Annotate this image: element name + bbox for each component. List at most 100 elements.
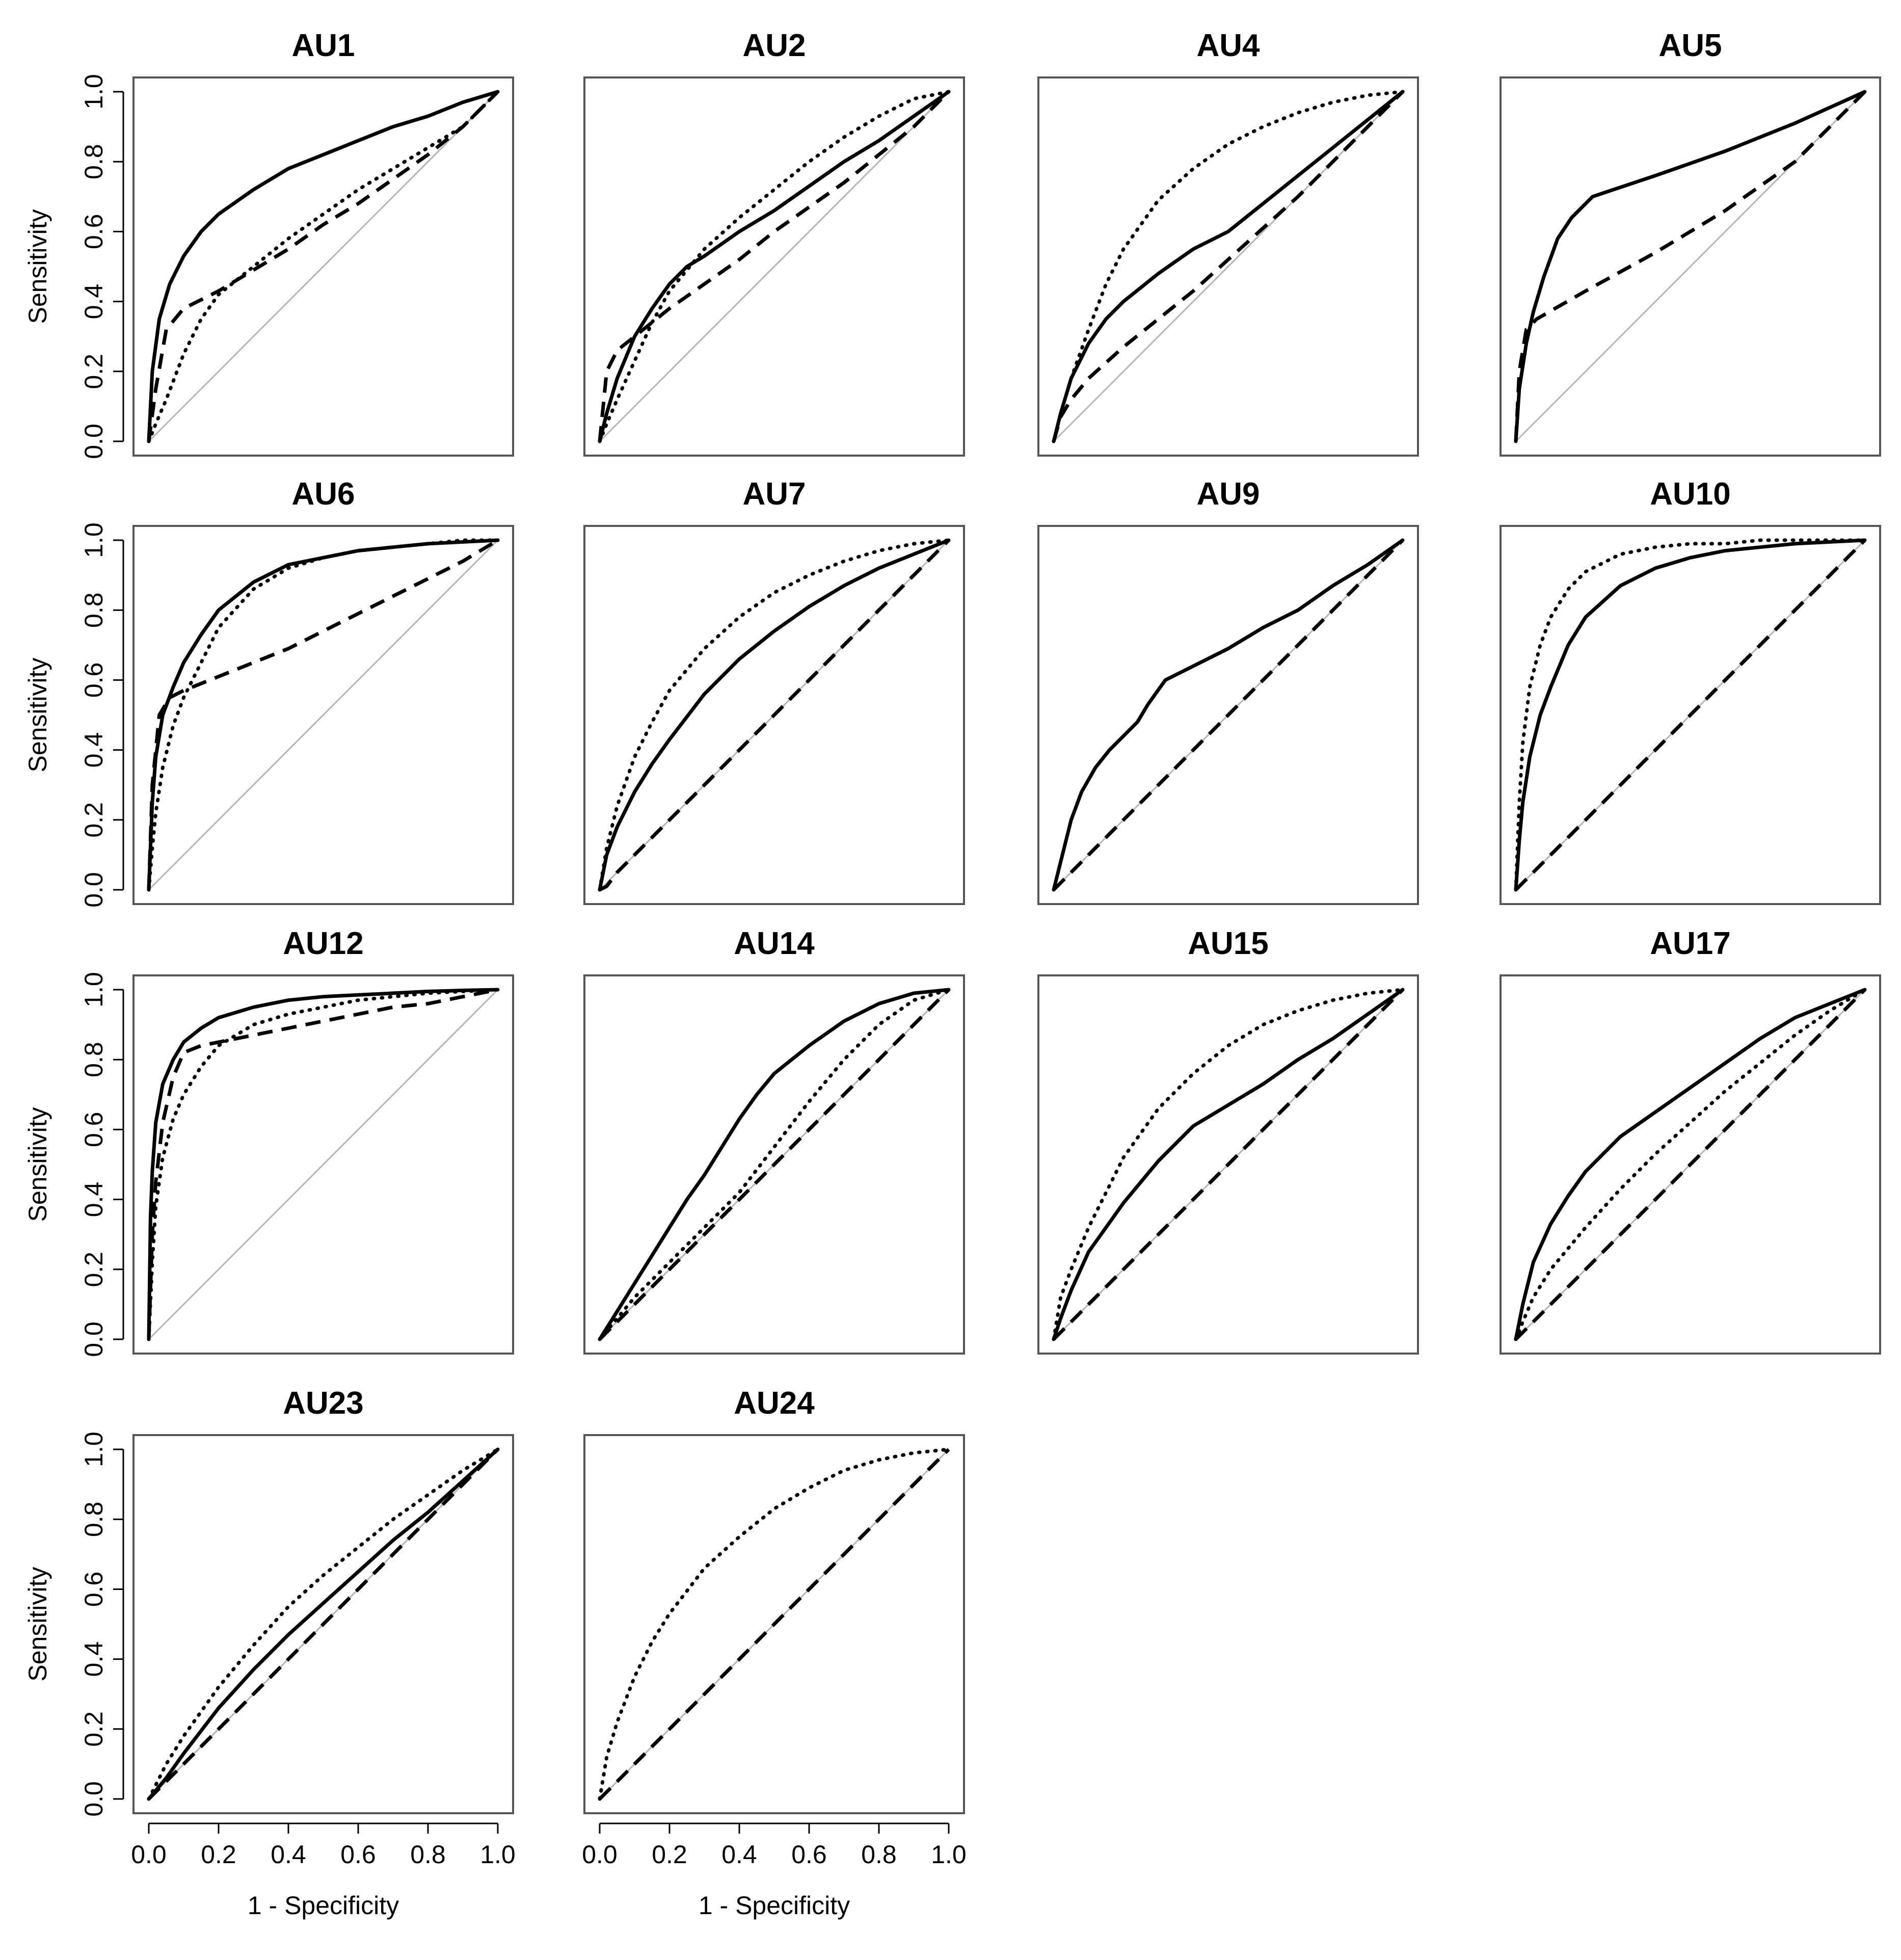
- y-tick-label: 0.4: [79, 1641, 108, 1677]
- plot-frame: [1037, 974, 1419, 1355]
- plot-frame: [583, 1434, 965, 1814]
- plot-frame: [1037, 76, 1419, 457]
- roc-curve-solid: [1514, 90, 1867, 443]
- y-tick-label: 0.0: [79, 872, 108, 908]
- x-axis-label: 1 - Specificity: [699, 1891, 850, 1920]
- roc-curve-solid: [598, 988, 951, 1341]
- roc-curve-dotted: [147, 1447, 500, 1801]
- roc-curve-dotted: [598, 988, 951, 1341]
- x-tick-label: 0.0: [131, 1840, 167, 1869]
- panel-title: AU24: [734, 1386, 815, 1421]
- roc-curve-solid: [147, 988, 500, 1341]
- y-tick-label: 0.4: [79, 732, 108, 768]
- panel-title: AU6: [291, 476, 355, 512]
- x-tick-label: 1.0: [480, 1840, 516, 1869]
- panel-au15: AU15: [1037, 926, 1419, 1355]
- roc-curve-dotted: [598, 538, 951, 892]
- roc-curve-solid: [598, 90, 951, 443]
- panel-au24: AU24 0.0 0.2 0.4 0.6 0.8 1.0 1 - Specificity: [582, 1386, 967, 1920]
- x-tick-label: 0.4: [271, 1840, 306, 1869]
- panel-au7: AU7: [583, 476, 965, 905]
- plot-frame: [132, 525, 514, 905]
- x-tick-label: 0.0: [582, 1840, 618, 1869]
- x-tick-label: 1.0: [931, 1840, 967, 1869]
- roc-curve-dashed: [147, 1448, 499, 1800]
- panel-au12: AU12 0.0 0.2 0.4 0.6 0.8 1.0 Sensitivity: [23, 926, 514, 1357]
- roc-curve-dotted: [1052, 988, 1405, 1341]
- panel-au17: AU17: [1500, 926, 1881, 1355]
- roc-curve-solid: [598, 538, 951, 892]
- panel-title: AU23: [283, 1386, 364, 1421]
- roc-curve-dotted: [147, 538, 500, 892]
- roc-curve-dotted: [1514, 538, 1867, 892]
- roc-curve-solid: [147, 1447, 500, 1801]
- panel-title: AU12: [283, 926, 364, 961]
- roc-curve-dotted: [1052, 90, 1405, 443]
- y-axis-label: Sensitivity: [23, 657, 52, 772]
- reference-diagonal: [599, 91, 950, 442]
- y-tick-label: 0.6: [79, 1572, 108, 1607]
- y-tick-label: 0.6: [79, 214, 108, 250]
- roc-curve-dotted: [1514, 988, 1867, 1341]
- x-tick-label: 0.2: [652, 1840, 687, 1869]
- panel-au14: AU14: [583, 926, 965, 1355]
- x-tick-label: 0.6: [340, 1840, 376, 1869]
- roc-curve-dashed: [1052, 988, 1404, 1341]
- y-axis-label: Sensitivity: [23, 1567, 52, 1681]
- y-tick-label: 0.0: [79, 1781, 108, 1817]
- y-tick-label: 1.0: [79, 522, 108, 558]
- x-tick-label: 0.8: [410, 1840, 446, 1869]
- y-tick-label: 0.0: [79, 1321, 108, 1357]
- panel-au2: AU2: [583, 28, 965, 457]
- roc-curve-solid: [1514, 988, 1867, 1341]
- roc-curve-dotted: [147, 90, 500, 443]
- panel-au6: AU6 0.0 0.2 0.4 0.6 0.8 1.0 Sensitivity: [23, 476, 514, 908]
- panel-au1: AU1 0.0 0.2 0.4 0.6 0.8 1.0 Sensitivity: [23, 28, 514, 459]
- panel-title: AU17: [1650, 926, 1731, 961]
- roc-curve-dashed: [1052, 90, 1404, 442]
- plot-frame: [1500, 525, 1881, 905]
- panel-title: AU1: [291, 28, 355, 63]
- y-axis-label: Sensitivity: [23, 209, 52, 324]
- panel-title: AU9: [1196, 476, 1260, 512]
- y-tick-label: 0.8: [79, 144, 108, 179]
- plot-frame: [583, 76, 965, 457]
- y-tick-label: 0.0: [79, 423, 108, 459]
- x-axis-label: 1 - Specificity: [248, 1891, 399, 1920]
- x-tick-label: 0.4: [721, 1840, 757, 1869]
- panel-au9: AU9: [1037, 476, 1419, 905]
- y-tick-label: 0.6: [79, 1112, 108, 1148]
- x-tick-label: 0.8: [861, 1840, 897, 1869]
- x-tick-label: 0.2: [201, 1840, 236, 1869]
- roc-curve-solid: [1052, 988, 1405, 1341]
- y-tick-label: 0.8: [79, 592, 108, 628]
- roc-curve-dashed: [1514, 539, 1866, 891]
- roc-curve-solid: [147, 90, 500, 443]
- y-tick-label: 0.6: [79, 663, 108, 698]
- y-tick-label: 0.4: [79, 1182, 108, 1217]
- panel-title: AU5: [1658, 28, 1722, 63]
- panel-au10: AU10: [1500, 476, 1881, 905]
- panel-title: AU7: [742, 476, 806, 512]
- panel-au5: AU5: [1500, 28, 1881, 457]
- y-axis-label: Sensitivity: [23, 1107, 52, 1222]
- roc-curve-solid: [1052, 538, 1405, 892]
- roc-curve-dashed: [598, 1448, 950, 1800]
- roc-curve-dashed: [598, 988, 950, 1341]
- roc-curve-dashed: [599, 539, 950, 892]
- y-tick-label: 0.2: [79, 1252, 108, 1287]
- plot-frame: [132, 76, 514, 457]
- roc-curve-solid: [1514, 538, 1867, 892]
- panel-title: AU4: [1196, 28, 1260, 63]
- panel-title: AU14: [734, 926, 815, 961]
- reference-diagonal: [148, 989, 499, 1340]
- roc-curve-dashed: [1052, 539, 1404, 891]
- reference-diagonal: [148, 91, 499, 442]
- y-tick-label: 0.8: [79, 1501, 108, 1537]
- y-tick-label: 0.8: [79, 1042, 108, 1077]
- roc-curve-dashed: [1514, 90, 1866, 442]
- y-tick-label: 1.0: [79, 972, 108, 1008]
- plot-frame: [583, 974, 965, 1355]
- plot-frame: [1037, 525, 1419, 905]
- roc-curve-dotted: [598, 1447, 951, 1801]
